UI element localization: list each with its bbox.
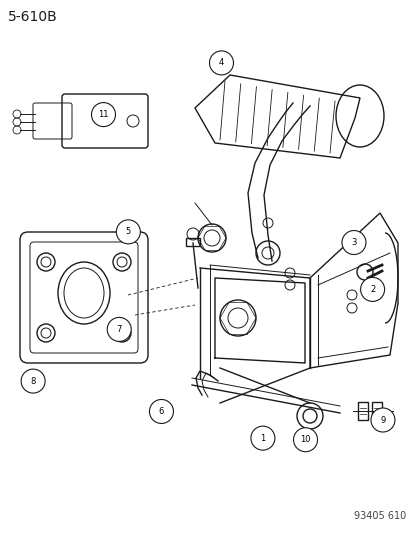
Circle shape [293,427,317,452]
Text: 4: 4 [218,59,223,67]
Text: 93405 610: 93405 610 [353,511,405,521]
Text: 3: 3 [351,238,356,247]
Text: 11: 11 [98,110,109,119]
Circle shape [209,51,233,75]
Text: 9: 9 [380,416,385,424]
Circle shape [370,408,394,432]
Text: 5: 5 [126,228,131,236]
Circle shape [341,230,365,255]
Circle shape [21,369,45,393]
Bar [185,238,199,246]
Bar [371,402,381,420]
Text: 8: 8 [31,377,36,385]
Circle shape [107,317,131,342]
Text: 1: 1 [260,434,265,442]
Text: 10: 10 [299,435,310,444]
Circle shape [360,277,384,302]
Text: 5-610B: 5-610B [8,10,57,24]
Text: 2: 2 [369,285,374,294]
Circle shape [250,426,274,450]
Circle shape [116,220,140,244]
Text: 6: 6 [159,407,164,416]
Bar [357,402,367,420]
Circle shape [149,399,173,424]
Circle shape [91,102,115,127]
Text: 7: 7 [116,325,121,334]
